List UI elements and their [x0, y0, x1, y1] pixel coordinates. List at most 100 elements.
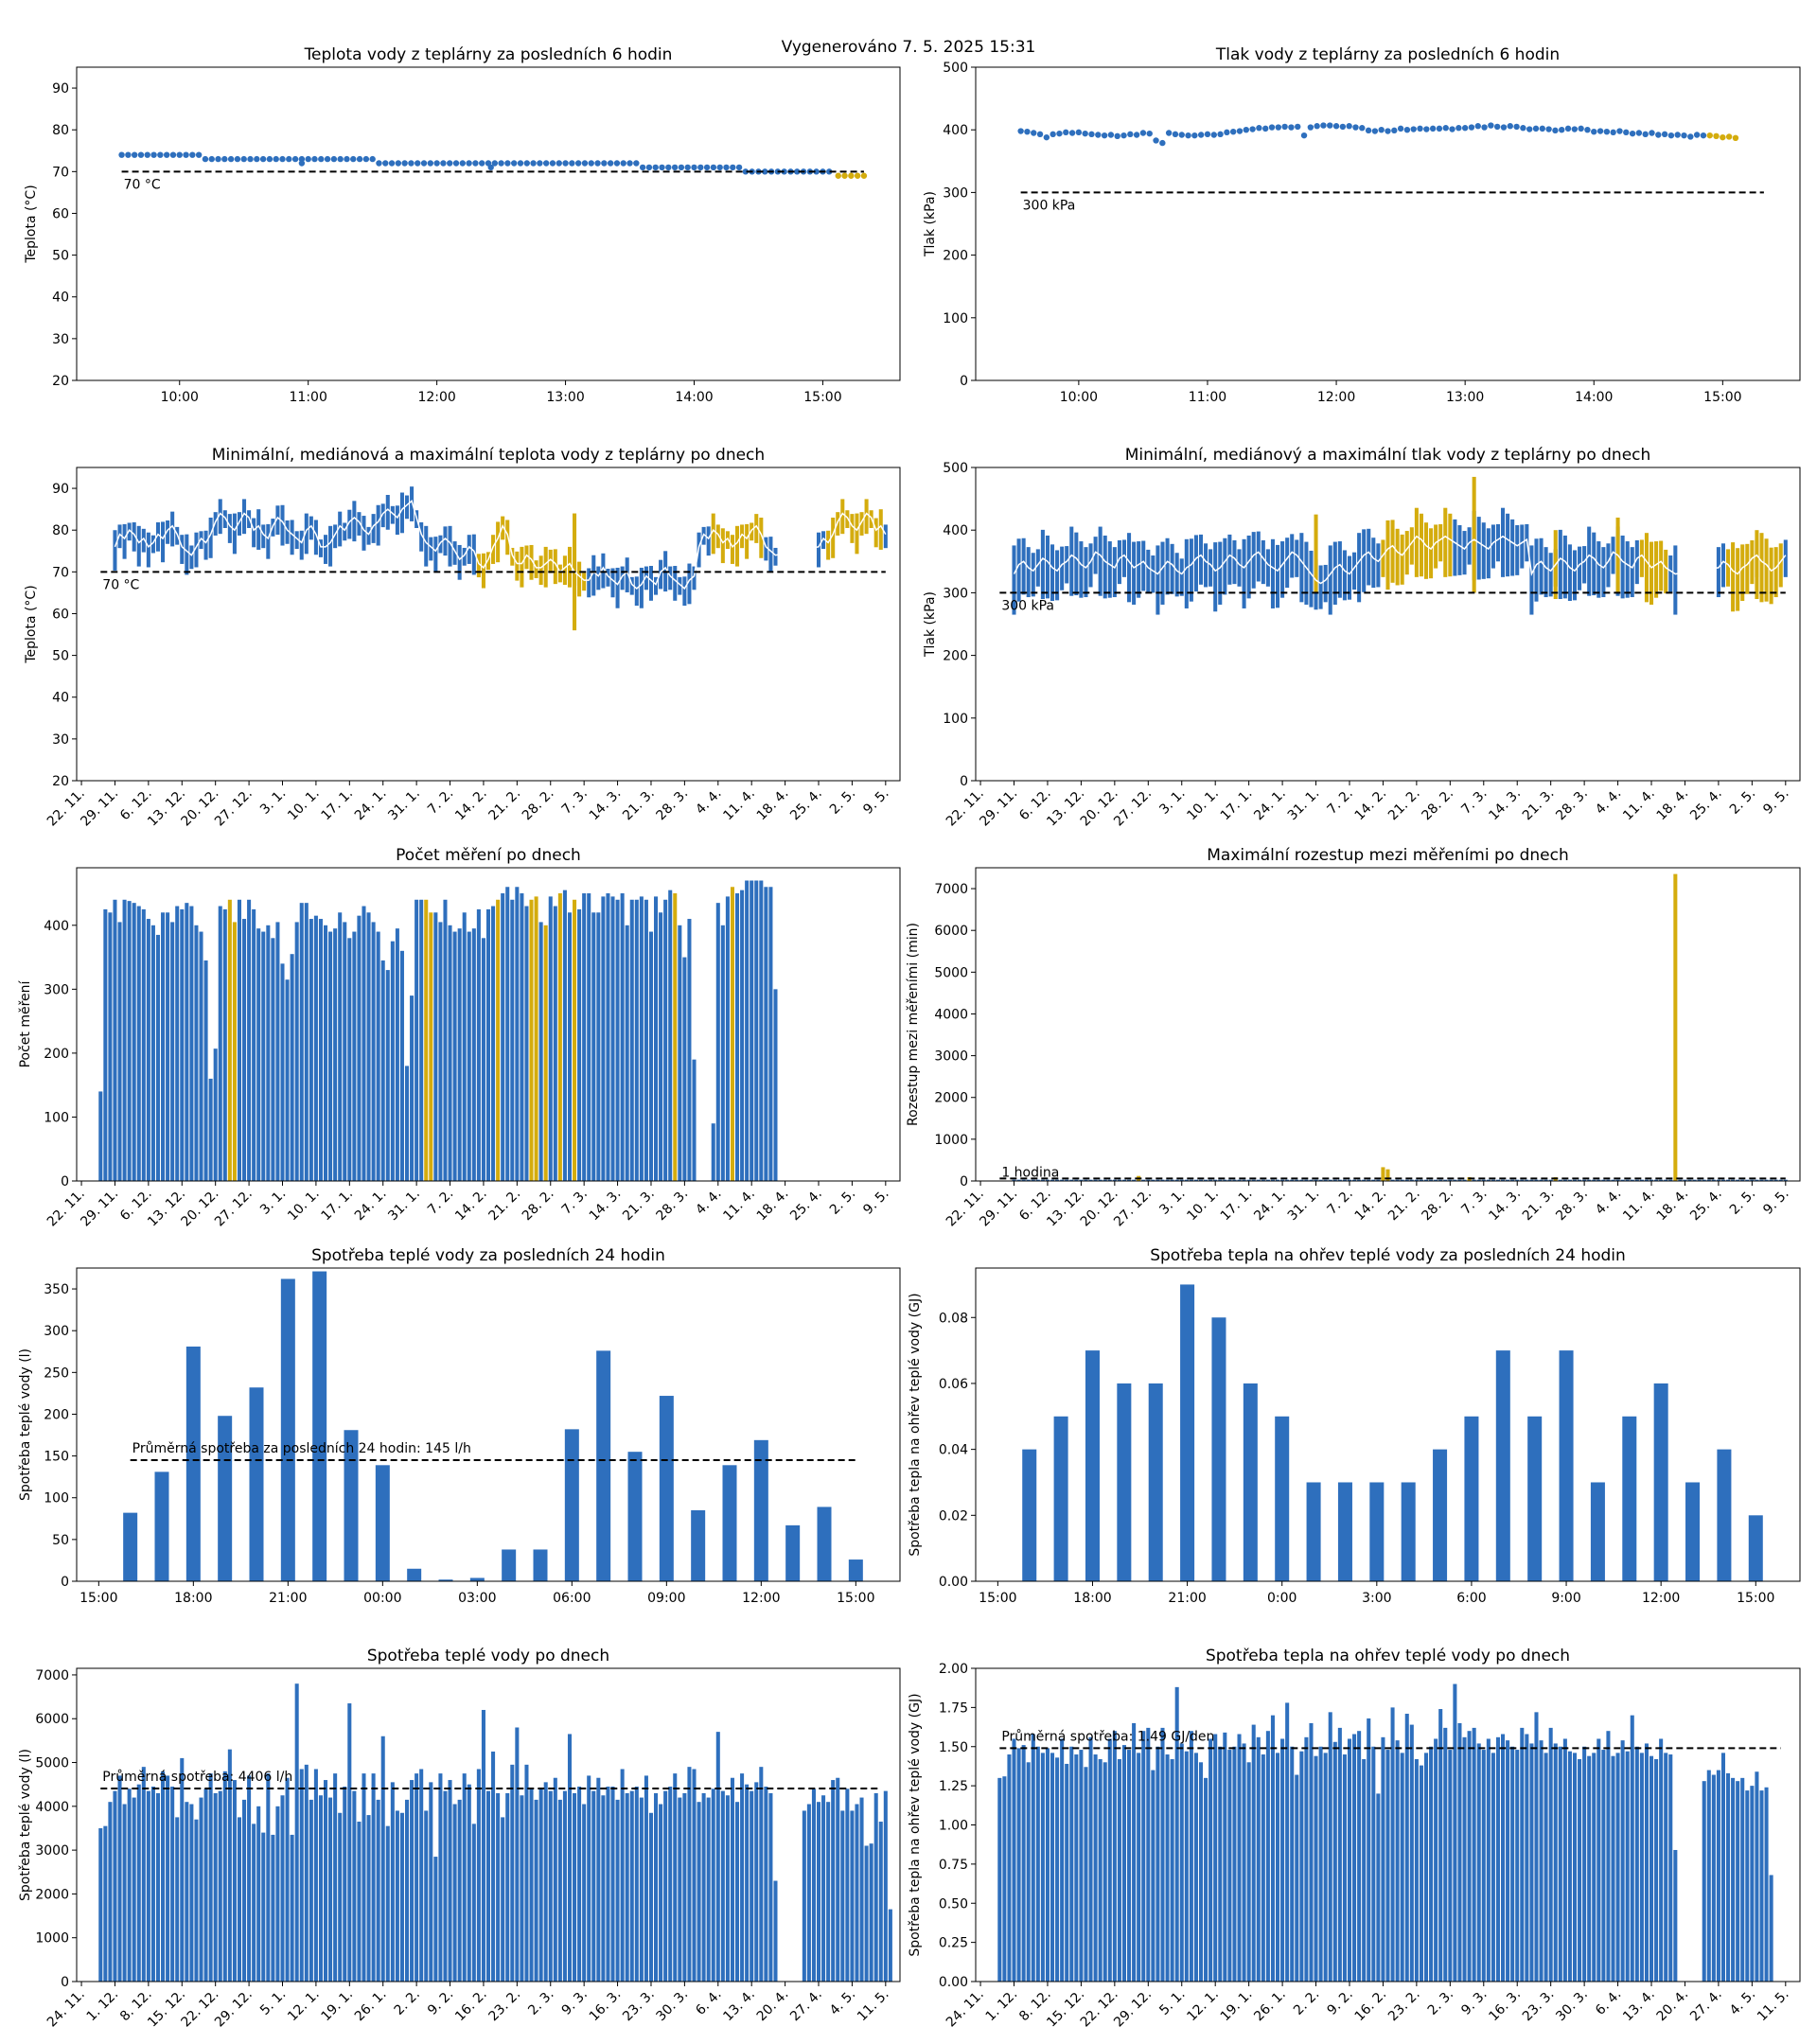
y-tick-label: 200 [44, 1407, 69, 1422]
bar [98, 1827, 103, 1982]
x-tick-label: 26. 1. [1251, 1987, 1289, 2025]
range-bar [1237, 549, 1242, 587]
data-point [298, 155, 306, 163]
range-bar [601, 553, 606, 589]
bar [1495, 1179, 1500, 1181]
range-bar-warning [543, 546, 548, 588]
bar [501, 893, 505, 1181]
bar [1352, 1179, 1357, 1181]
range-bar [390, 505, 395, 524]
range-bar-warning [1429, 528, 1434, 579]
range-bar-warning [836, 512, 840, 536]
bar [1592, 1179, 1596, 1181]
bar [376, 931, 380, 1181]
x-tick-label: 18. 4. [754, 786, 792, 824]
range-bar [615, 567, 620, 608]
x-tick-label: 6:00 [1456, 1591, 1486, 1606]
range-bar [620, 566, 625, 590]
chart-marks [1022, 1284, 1763, 1581]
range-bar [816, 532, 821, 568]
x-tick-label: 9. 5. [1760, 786, 1791, 818]
range-bar [1467, 527, 1472, 565]
range-bar [639, 567, 644, 608]
bar [1653, 1383, 1668, 1581]
range-bar [1174, 553, 1179, 597]
bar [194, 1819, 199, 1982]
range-bar [682, 576, 687, 607]
bar [1246, 1179, 1251, 1181]
bar [1649, 1755, 1654, 1982]
bar [150, 1786, 155, 1982]
bar-warning [673, 893, 678, 1181]
range-bar [352, 501, 357, 542]
data-point [388, 160, 396, 167]
chart-title: Minimální, mediánový a maximální tlak vo… [1125, 446, 1651, 465]
x-tick-label: 2. 5. [827, 786, 858, 818]
data-point [659, 164, 665, 171]
bar [471, 928, 476, 1181]
bar [127, 1788, 132, 1982]
range-bar [1026, 547, 1031, 598]
range-bar [1582, 546, 1587, 584]
bar [249, 1387, 264, 1581]
chart-pressDaily: Minimální, mediánový a maximální tlak vo… [923, 446, 1801, 829]
bar [399, 1812, 404, 1982]
range-bar [338, 511, 343, 547]
bar [1148, 1383, 1163, 1581]
data-point [1667, 132, 1675, 139]
bar [1506, 1179, 1510, 1181]
bar [180, 908, 185, 1181]
data-point [415, 160, 421, 167]
data-point [1146, 130, 1153, 137]
range-bar-warning [1414, 507, 1419, 577]
range-bar-warning [759, 518, 764, 558]
bar [1472, 1727, 1476, 1982]
x-tick-label: 30. 3. [654, 1987, 692, 2025]
data-point [221, 155, 228, 163]
y-tick-label: 50 [52, 1533, 69, 1548]
bar [1276, 1179, 1280, 1181]
bar [659, 1396, 674, 1581]
bar [185, 1346, 201, 1581]
range-bar [1276, 544, 1280, 608]
data-point [1371, 128, 1379, 134]
range-bar [1170, 543, 1174, 594]
bar [1362, 1758, 1367, 1982]
y-tick-label: 60 [52, 206, 69, 221]
bar [352, 1790, 357, 1982]
bar [380, 1736, 385, 1982]
range-bar [1093, 537, 1098, 574]
range-bar [1548, 553, 1553, 597]
bar [706, 1797, 711, 1982]
reference-label: 1 hodina [1001, 1165, 1059, 1180]
x-tick-label: 21. 2. [1385, 786, 1423, 824]
data-point [491, 160, 498, 167]
bar [290, 1834, 294, 1982]
data-point [1385, 128, 1391, 134]
bar [1395, 1740, 1400, 1982]
data-point [537, 160, 543, 167]
range-bar [1141, 540, 1146, 591]
bar [1204, 1777, 1208, 1982]
bar [1731, 1179, 1736, 1181]
x-tick-label: 14. 2. [452, 786, 490, 824]
bar [1400, 1179, 1404, 1181]
bar [452, 1804, 457, 1982]
x-tick-label: 11. 4. [720, 1187, 758, 1225]
bar [848, 1559, 863, 1581]
bar [1438, 1709, 1443, 1982]
range-bar-warning [1769, 547, 1773, 605]
bar [806, 1804, 811, 1982]
x-tick-label: 10. 1. [1184, 1187, 1222, 1225]
data-point [581, 160, 589, 167]
range-bar [1218, 541, 1223, 605]
bar [1630, 1715, 1634, 1982]
bar [1045, 1748, 1050, 1982]
bar [448, 925, 452, 1181]
range-bar [1084, 547, 1088, 598]
bar [1342, 1754, 1347, 1982]
range-bar [678, 576, 682, 595]
bar [1769, 1179, 1773, 1181]
x-tick-label: 29. 11. [78, 786, 121, 830]
bar [754, 1782, 759, 1982]
